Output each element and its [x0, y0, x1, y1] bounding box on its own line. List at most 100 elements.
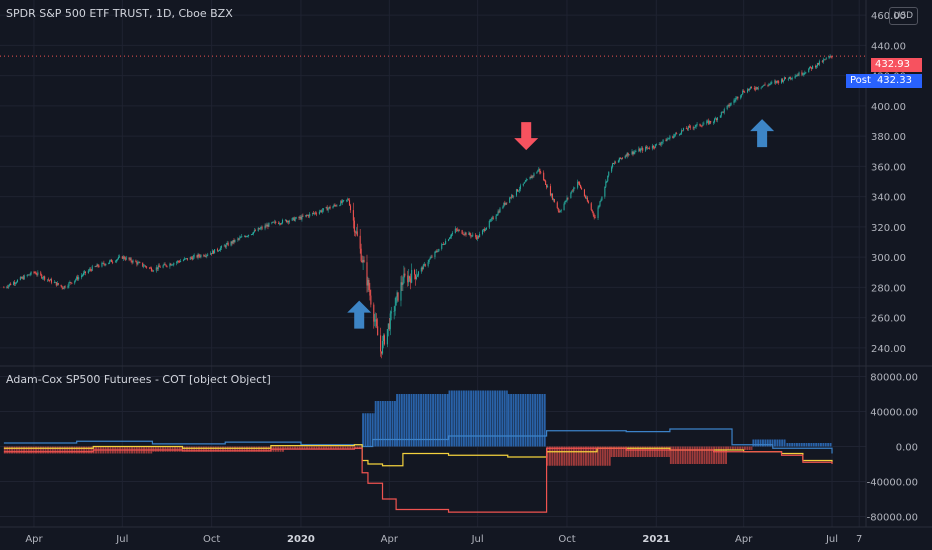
price-tick-label: 400.00	[871, 102, 906, 113]
indicator-bar	[30, 446, 33, 454]
indicator-bar	[190, 446, 193, 452]
candle-body	[30, 271, 32, 275]
indicator-bar	[32, 446, 35, 454]
candle-body	[207, 254, 209, 256]
candle-body	[774, 81, 776, 83]
indicator-bar	[736, 446, 739, 450]
symbol-title[interactable]: SPDR S&P 500 ETF TRUST, 1D, Cboe BZX	[6, 7, 233, 20]
candle-body	[828, 56, 830, 59]
indicator-bar	[743, 446, 746, 450]
indicator-bar	[18, 446, 21, 454]
candle-body	[411, 270, 413, 283]
candle-body	[62, 287, 64, 289]
indicator-bar	[575, 446, 578, 466]
candle-body	[132, 260, 134, 263]
candle-body	[672, 136, 674, 138]
candle-body	[389, 313, 391, 330]
candle-body	[165, 264, 167, 267]
candle-body	[47, 279, 49, 281]
candle-body	[477, 236, 479, 240]
indicator-bar	[377, 401, 380, 447]
indicator-bar	[658, 446, 661, 457]
candle-body	[226, 242, 228, 245]
candle-body	[666, 139, 668, 142]
candle-body	[368, 279, 370, 291]
candle-body	[171, 264, 173, 266]
candle-body	[63, 286, 65, 289]
candle-body	[730, 102, 732, 105]
indicator-title[interactable]: Adam-Cox SP500 Futurees - COT [object Ob…	[6, 373, 271, 386]
indicator-bar	[601, 446, 604, 466]
candle-body	[14, 282, 17, 284]
currency-button[interactable]: USD	[889, 7, 918, 25]
indicator-bar	[482, 390, 485, 447]
indicator-bar	[625, 446, 627, 457]
candle-body	[662, 139, 664, 143]
candle-body	[808, 68, 810, 73]
candle-body	[517, 190, 519, 192]
indicator-bar	[412, 394, 415, 447]
indicator-bar	[400, 394, 403, 447]
indicator-bar	[807, 443, 810, 447]
indicator-bar	[663, 446, 666, 457]
candle-body	[155, 267, 157, 271]
indicator-bar	[681, 446, 684, 464]
candle-body	[363, 259, 365, 263]
candle-body	[721, 111, 723, 113]
indicator-bar	[596, 446, 599, 466]
indicator-bar	[320, 446, 323, 450]
indicator-bar	[465, 390, 468, 447]
candle-body	[380, 351, 383, 354]
candle-body	[370, 295, 372, 305]
indicator-bar	[644, 446, 647, 457]
indicator-bar	[351, 446, 354, 450]
candle-body	[3, 287, 5, 289]
candle-body	[790, 78, 792, 79]
indicator-bar	[582, 446, 585, 466]
candle-body	[642, 148, 644, 151]
indicator-bar	[200, 446, 203, 452]
candle-body	[102, 262, 104, 264]
indicator-bar	[759, 439, 762, 447]
indicator-bar	[181, 446, 184, 452]
indicator-bar	[80, 446, 83, 454]
candle-body	[796, 74, 798, 76]
candle-body	[536, 172, 538, 174]
candle-body	[465, 232, 467, 235]
indicator-bar	[491, 390, 494, 447]
candle-body	[34, 272, 36, 274]
candle-body	[301, 215, 303, 220]
indicator-bar	[751, 446, 753, 450]
candle-body	[525, 179, 527, 182]
indicator-bar	[474, 390, 477, 447]
indicator-bar	[649, 446, 651, 457]
candle-body	[658, 143, 660, 145]
candle-body	[355, 231, 357, 233]
indicator-bar	[42, 446, 45, 454]
candle-body	[680, 133, 682, 135]
candle-body	[78, 277, 80, 280]
candle-body	[110, 259, 112, 261]
candle-body	[98, 266, 100, 268]
candle-body	[135, 260, 137, 263]
indicator-bar	[408, 394, 411, 447]
indicator-bar	[793, 443, 796, 447]
indicator-bar	[315, 446, 318, 450]
candle-body	[617, 160, 619, 163]
price-tick-label: 360.00	[871, 162, 906, 173]
candle-body	[55, 282, 57, 286]
indicator-bar	[366, 413, 369, 447]
candle-body	[530, 176, 532, 179]
candle-body	[646, 146, 648, 148]
indicator-bar	[829, 443, 832, 447]
indicator-bar	[651, 446, 654, 457]
candle-body	[661, 142, 663, 144]
candle-body	[803, 72, 805, 75]
candle-body	[801, 72, 803, 75]
indicator-bar	[698, 446, 701, 464]
indicator-bar	[186, 446, 188, 452]
candle-body	[69, 282, 71, 283]
candle-body	[387, 323, 389, 330]
candle-body	[570, 192, 572, 198]
candle-body	[510, 197, 512, 199]
